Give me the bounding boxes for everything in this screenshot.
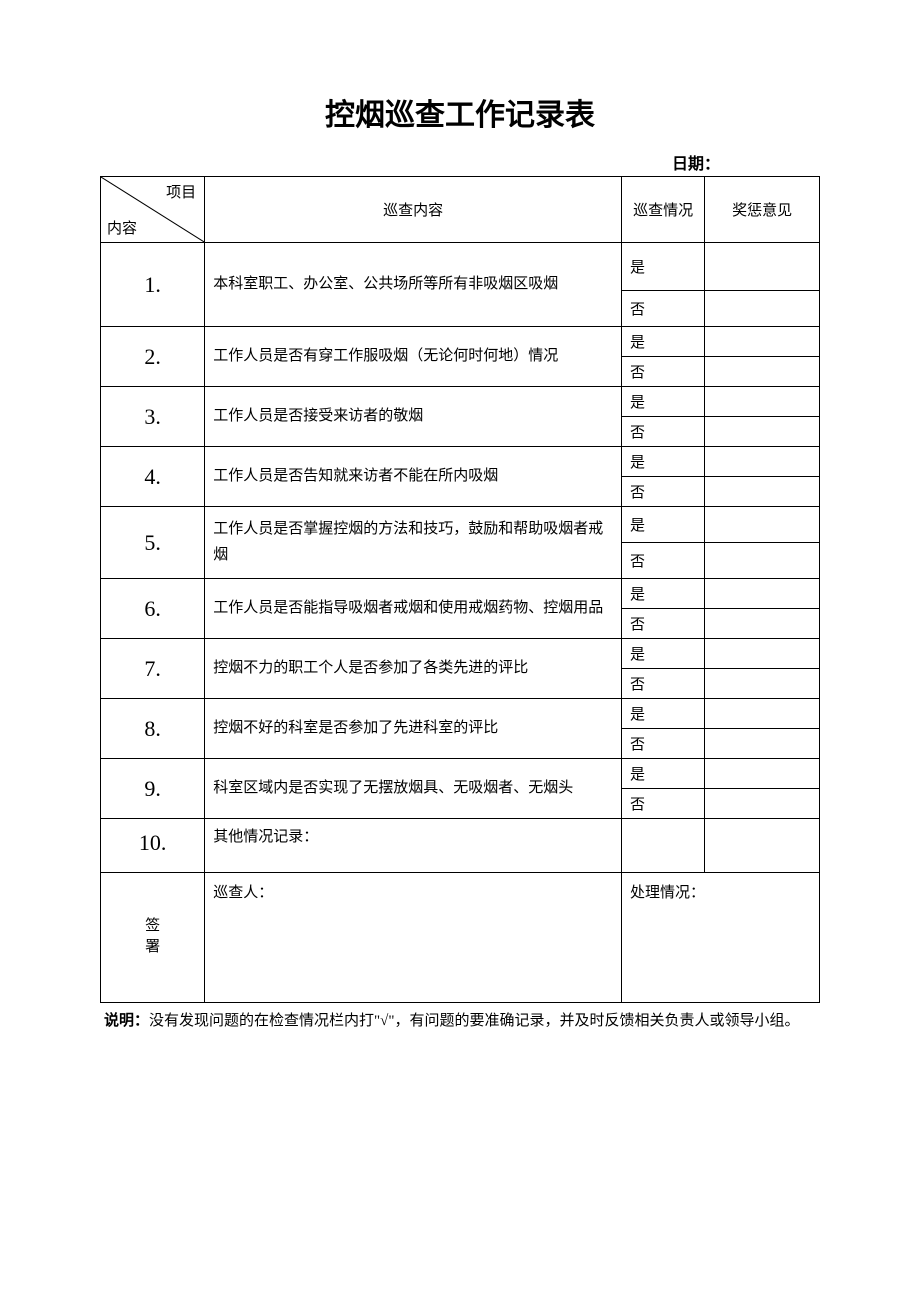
- opinion-cell: [705, 759, 820, 789]
- opinion-cell: [705, 357, 820, 387]
- status-yes: 是: [621, 387, 704, 417]
- status-no: 否: [621, 789, 704, 819]
- status-no: 否: [621, 669, 704, 699]
- opinion-cell: [705, 543, 820, 579]
- status-yes: 是: [621, 327, 704, 357]
- opinion-cell: [705, 669, 820, 699]
- status-yes: 是: [621, 639, 704, 669]
- row-number: 8.: [101, 699, 205, 759]
- header-status: 巡查情况: [621, 177, 704, 243]
- header-diag-top: 项目: [166, 181, 196, 202]
- opinion-cell: [705, 609, 820, 639]
- opinion-cell: [705, 789, 820, 819]
- row-number: 1.: [101, 243, 205, 327]
- sign-label-text: 签署: [145, 916, 160, 958]
- row-content: 科室区域内是否实现了无摆放烟具、无吸烟者、无烟头: [205, 759, 622, 819]
- handling-cell: 处理情况：: [621, 873, 819, 1003]
- status-no: 否: [621, 291, 704, 327]
- opinion-cell: [705, 387, 820, 417]
- row-content: 其他情况记录：: [205, 819, 622, 873]
- opinion-cell: [705, 819, 820, 873]
- note-text: 说明：没有发现问题的在检查情况栏内打"√"，有问题的要准确记录，并及时反馈相关负…: [100, 1009, 820, 1035]
- status-yes: 是: [621, 507, 704, 543]
- opinion-cell: [705, 243, 820, 291]
- status-no: 否: [621, 357, 704, 387]
- sign-label: 签署: [101, 873, 205, 1003]
- opinion-cell: [705, 699, 820, 729]
- inspection-table: 项目 内容 巡查内容 巡查情况 奖惩意见 1. 本科室职工、办公室、公共场所等所…: [100, 176, 820, 1003]
- table-row: 4. 工作人员是否告知就来访者不能在所内吸烟 是: [101, 447, 820, 477]
- status-yes: 是: [621, 759, 704, 789]
- header-opinion: 奖惩意见: [705, 177, 820, 243]
- row-content: 工作人员是否有穿工作服吸烟（无论何时何地）情况: [205, 327, 622, 387]
- table-row: 5. 工作人员是否掌握控烟的方法和技巧，鼓励和帮助吸烟者戒烟 是: [101, 507, 820, 543]
- row-number: 9.: [101, 759, 205, 819]
- status-no: 否: [621, 609, 704, 639]
- opinion-cell: [705, 579, 820, 609]
- row-number: 4.: [101, 447, 205, 507]
- table-row: 8. 控烟不好的科室是否参加了先进科室的评比 是: [101, 699, 820, 729]
- status-yes: 是: [621, 447, 704, 477]
- row-content: 本科室职工、办公室、公共场所等所有非吸烟区吸烟: [205, 243, 622, 327]
- status-no: 否: [621, 417, 704, 447]
- row-content: 工作人员是否掌握控烟的方法和技巧，鼓励和帮助吸烟者戒烟: [205, 507, 622, 579]
- opinion-cell: [705, 327, 820, 357]
- table-header-row: 项目 内容 巡查内容 巡查情况 奖惩意见: [101, 177, 820, 243]
- header-diagonal-cell: 项目 内容: [101, 177, 205, 243]
- header-diag-bottom: 内容: [107, 217, 137, 238]
- status-cell: [621, 819, 704, 873]
- table-row: 3. 工作人员是否接受来访者的敬烟 是: [101, 387, 820, 417]
- opinion-cell: [705, 477, 820, 507]
- table-row: 6. 工作人员是否能指导吸烟者戒烟和使用戒烟药物、控烟用品 是: [101, 579, 820, 609]
- opinion-cell: [705, 507, 820, 543]
- status-no: 否: [621, 543, 704, 579]
- row-content: 控烟不好的科室是否参加了先进科室的评比: [205, 699, 622, 759]
- status-no: 否: [621, 729, 704, 759]
- table-row: 7. 控烟不力的职工个人是否参加了各类先进的评比 是: [101, 639, 820, 669]
- row-content: 控烟不力的职工个人是否参加了各类先进的评比: [205, 639, 622, 699]
- table-row-other: 10. 其他情况记录：: [101, 819, 820, 873]
- row-number: 2.: [101, 327, 205, 387]
- table-row: 1. 本科室职工、办公室、公共场所等所有非吸烟区吸烟 是: [101, 243, 820, 291]
- header-content: 巡查内容: [205, 177, 622, 243]
- row-content: 工作人员是否能指导吸烟者戒烟和使用戒烟药物、控烟用品: [205, 579, 622, 639]
- opinion-cell: [705, 447, 820, 477]
- status-yes: 是: [621, 579, 704, 609]
- status-yes: 是: [621, 699, 704, 729]
- row-content: 工作人员是否接受来访者的敬烟: [205, 387, 622, 447]
- opinion-cell: [705, 729, 820, 759]
- row-content: 工作人员是否告知就来访者不能在所内吸烟: [205, 447, 622, 507]
- opinion-cell: [705, 639, 820, 669]
- note-body: 没有发现问题的在检查情况栏内打"√"，有问题的要准确记录，并及时反馈相关负责人或…: [149, 1013, 799, 1029]
- row-number: 5.: [101, 507, 205, 579]
- status-no: 否: [621, 477, 704, 507]
- sign-row: 签署 巡查人： 处理情况：: [101, 873, 820, 1003]
- opinion-cell: [705, 417, 820, 447]
- row-number: 7.: [101, 639, 205, 699]
- note-label: 说明：: [104, 1013, 149, 1029]
- opinion-cell: [705, 291, 820, 327]
- row-number: 6.: [101, 579, 205, 639]
- row-number: 10.: [101, 819, 205, 873]
- status-yes: 是: [621, 243, 704, 291]
- page-title: 控烟巡查工作记录表: [100, 90, 820, 134]
- date-label: 日期：: [100, 150, 820, 174]
- row-number: 3.: [101, 387, 205, 447]
- table-row: 9. 科室区域内是否实现了无摆放烟具、无吸烟者、无烟头 是: [101, 759, 820, 789]
- table-row: 2. 工作人员是否有穿工作服吸烟（无论何时何地）情况 是: [101, 327, 820, 357]
- inspector-cell: 巡查人：: [205, 873, 622, 1003]
